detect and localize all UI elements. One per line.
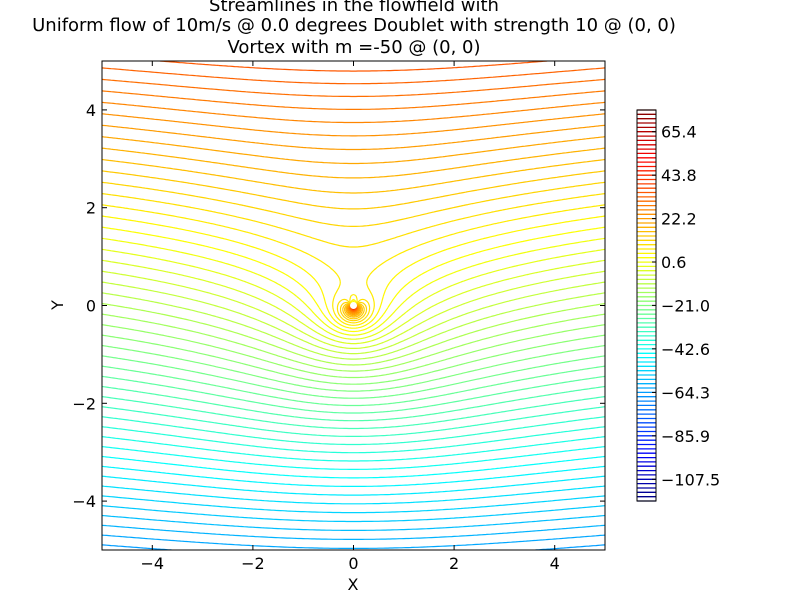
title-line-2: Uniform flow of 10m/s @ 0.0 degrees Doub… — [32, 15, 676, 36]
streamline-level-33 — [102, 465, 605, 487]
colorbar-tick-label: 22.2 — [661, 210, 697, 229]
streamline-level-29 — [102, 505, 605, 523]
y-tick-label: 0 — [86, 297, 96, 316]
x-tick-label: 4 — [550, 554, 560, 573]
streamline-level-59 — [102, 193, 605, 324]
colorbar-tick-label: 43.8 — [661, 166, 697, 185]
colorbar-tick-label: 0.6 — [661, 253, 686, 272]
streamline-level-45 — [102, 344, 605, 392]
streamline-level-57 — [102, 215, 605, 329]
streamline-level-49 — [102, 302, 605, 366]
streamline-contours — [102, 61, 605, 550]
x-tick-label: 2 — [449, 554, 459, 573]
x-axis-label: X — [348, 575, 359, 594]
streamline-level-26 — [102, 534, 605, 549]
y-tick-label: −2 — [72, 394, 96, 413]
streamline-level-55 — [102, 237, 605, 336]
streamline-level-37 — [102, 426, 605, 454]
streamline-level-63 — [102, 147, 605, 317]
chart-title: Streamlines in the flowfield with Unifor… — [32, 0, 676, 58]
streamline-level-35 — [102, 446, 605, 470]
colorbar-tick-label: 65.4 — [661, 123, 697, 142]
streamline-level-47 — [102, 324, 605, 379]
y-tick-label: −4 — [72, 492, 96, 511]
streamline-level-34 — [102, 455, 605, 479]
x-tick-label: −4 — [141, 554, 165, 573]
title-line-1: Streamlines in the flowfield with — [209, 0, 499, 16]
streamline-level-65 — [102, 124, 605, 315]
colorbar-tick-label: −107.5 — [661, 470, 720, 489]
streamline-level-53 — [102, 259, 605, 345]
streamline-level-54 — [102, 248, 605, 340]
colorbar: 65.4 43.8 22.2 0.6 −21.0 −42.6 −64.3 −85.9 −107.… — [636, 109, 720, 502]
streamline-level-27 — [102, 524, 605, 540]
streamline-level-68 — [102, 90, 605, 313]
streamline-level-51 — [102, 281, 605, 355]
colorbar-tick-label: −42.6 — [661, 340, 710, 359]
streamline-level-56 — [102, 226, 605, 333]
streamline-level-36 — [102, 436, 605, 462]
streamline-level-48 — [102, 313, 605, 372]
streamline-level-52 — [102, 270, 605, 349]
streamline-level-50 — [102, 292, 605, 360]
streamline-level-44 — [102, 355, 605, 399]
x-tick-label: −2 — [241, 554, 265, 573]
streamline-level-42 — [102, 375, 605, 414]
streamline-level-30 — [102, 495, 605, 514]
streamline-level-38 — [102, 416, 605, 446]
colorbar-tick-label: −64.3 — [661, 383, 710, 402]
streamline-level-58 — [102, 204, 605, 326]
streamline-level-28 — [102, 514, 605, 531]
streamline-level-39 — [102, 406, 605, 437]
streamline-level-40 — [102, 396, 605, 430]
streamline-level-46 — [102, 334, 605, 385]
streamline-level-32 — [102, 475, 605, 496]
streamline-level-43 — [102, 365, 605, 407]
x-tick-label: 0 — [348, 554, 358, 573]
title-line-3: Vortex with m =-50 @ (0, 0) — [227, 37, 480, 58]
streamline-level-31 — [102, 485, 605, 505]
y-axis-ticks: 4 2 0 −2 −4 — [72, 101, 605, 511]
y-tick-label: 4 — [86, 101, 96, 120]
colorbar-tick-label: −85.9 — [661, 427, 710, 446]
streamline-level-41 — [102, 385, 605, 422]
streamline-level-61 — [102, 170, 605, 320]
streamline-level-66 — [102, 113, 605, 314]
y-axis-label: Y — [48, 300, 67, 311]
streamline-level-62 — [102, 158, 605, 318]
singularity-marker — [350, 302, 357, 309]
streamline-level-60 — [102, 181, 605, 322]
x-axis-ticks: −4 −2 0 2 4 — [141, 61, 560, 573]
streamline-level-64 — [102, 136, 605, 316]
y-tick-label: 2 — [86, 199, 96, 218]
colorbar-tick-label: −21.0 — [661, 296, 710, 315]
